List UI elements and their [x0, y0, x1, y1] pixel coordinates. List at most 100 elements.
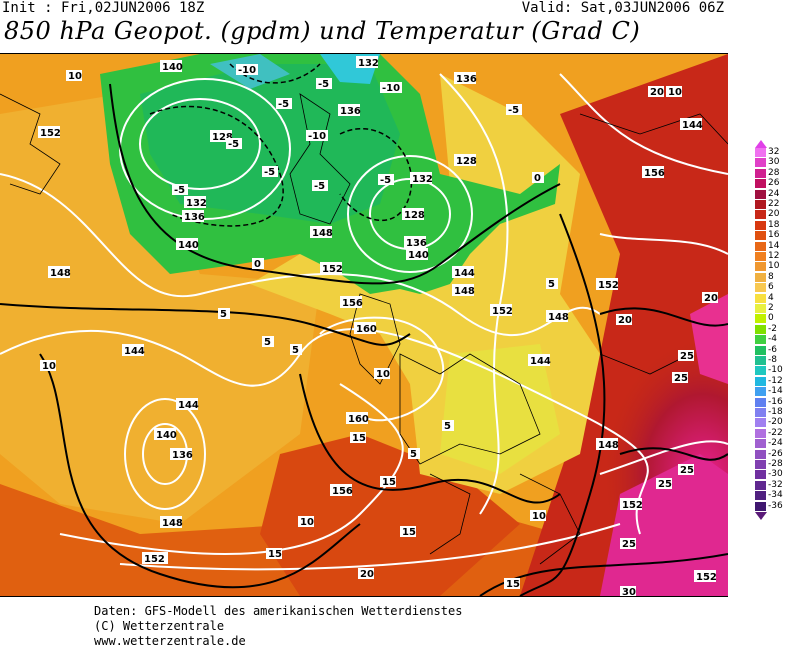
- geopotential-label: 148: [452, 284, 475, 297]
- scale-label: 8: [768, 271, 774, 282]
- scale-label: -32: [768, 479, 783, 490]
- temperature-label: -5: [172, 184, 188, 196]
- temperature-contours: [0, 83, 728, 596]
- temperature-label: 15: [266, 548, 282, 560]
- scale-swatch: [755, 491, 766, 501]
- scale-swatch: [755, 283, 766, 293]
- svg-text:144: 144: [682, 120, 703, 131]
- geopotential-label: 132: [356, 56, 379, 69]
- svg-text:5: 5: [220, 309, 227, 320]
- svg-text:5: 5: [444, 421, 451, 432]
- scale-swatch: [755, 449, 766, 459]
- scale-swatch: [755, 356, 766, 365]
- temperature-label: -5: [316, 78, 332, 90]
- scale-label: 32: [768, 147, 780, 157]
- geopotential-label: 132: [184, 196, 207, 209]
- scale-label: 6: [768, 282, 774, 293]
- svg-text:148: 148: [162, 518, 183, 529]
- scale-swatch: [755, 345, 766, 355]
- geopotential-label: 156: [330, 484, 353, 497]
- temperature-label: -10: [236, 64, 258, 76]
- scale-swatch: [755, 428, 766, 438]
- website-link[interactable]: www.wetterzentrale.de: [94, 634, 246, 648]
- geopotential-label: 144: [680, 118, 703, 131]
- temperature-label: -10: [306, 130, 328, 142]
- geopotential-label: 156: [642, 166, 665, 179]
- scale-label: 20: [768, 209, 780, 220]
- svg-text:25: 25: [680, 465, 694, 476]
- scale-swatch: [755, 231, 766, 241]
- geopotential-label: 152: [694, 570, 717, 583]
- temperature-field-cold-core: [140, 64, 400, 224]
- scale-swatch: [755, 397, 766, 407]
- scale-swatch: [755, 241, 766, 251]
- copyright-text: (C) Wetterzentrale: [94, 619, 225, 633]
- temperature-label: 15: [504, 578, 520, 590]
- geopotential-label: 140: [160, 60, 183, 73]
- svg-text:132: 132: [358, 58, 379, 69]
- temperature-field-southeast-magenta: [600, 454, 728, 596]
- temperature-label: 15: [380, 476, 396, 488]
- temperature-label: 25: [656, 478, 672, 490]
- scale-label: -4: [768, 334, 777, 345]
- geopotential-label: 152: [142, 552, 168, 565]
- temperature-label: 10: [374, 368, 390, 380]
- geopotential-label: 160: [354, 322, 377, 335]
- temperature-field-central-core: [440, 344, 560, 474]
- scale-label: -36: [768, 500, 783, 511]
- svg-text:10: 10: [300, 517, 314, 528]
- geopotential-label: 128: [454, 154, 477, 167]
- svg-text:-10: -10: [308, 131, 326, 142]
- init-time: Init : Fri,02JUN2006 18Z: [2, 0, 205, 16]
- geopotential-label: 152: [38, 126, 61, 139]
- svg-text:152: 152: [40, 128, 61, 139]
- svg-text:15: 15: [402, 527, 416, 538]
- temperature-labels: 10 -10 -5 -5 -5 -10 -10 -5 -5 -5 -5 0 -5…: [40, 64, 718, 596]
- scale-label: -16: [768, 396, 783, 407]
- scale-swatch: [755, 501, 766, 511]
- temperature-color-scale: 32 30 28 26 24 22 20 18 16 14 12 10 8 6 4 2 0 -2 -4 -6 -8 -10…: [740, 140, 790, 520]
- scale-swatch: [755, 158, 766, 168]
- svg-text:0: 0: [534, 173, 541, 184]
- svg-text:10: 10: [668, 87, 682, 98]
- svg-text:25: 25: [680, 351, 694, 362]
- svg-text:128: 128: [456, 156, 477, 167]
- scale-swatch: [755, 480, 766, 490]
- geopotential-label: 136: [170, 448, 193, 461]
- temperature-label: -5: [262, 166, 278, 178]
- temperature-label: 25: [620, 538, 636, 550]
- scale-swatch: [755, 189, 766, 199]
- scale-swatch: [755, 376, 766, 386]
- svg-text:160: 160: [356, 324, 377, 335]
- temperature-label: 5: [218, 308, 230, 320]
- temperature-label: 10: [666, 86, 682, 98]
- scale-label: -24: [768, 438, 783, 449]
- temperature-label: 30: [620, 586, 636, 596]
- svg-text:136: 136: [172, 450, 193, 461]
- geopotential-label: 148: [310, 226, 333, 239]
- scale-label: 12: [768, 251, 780, 261]
- scale-label: -6: [768, 344, 777, 355]
- temperature-label: -5: [276, 98, 292, 110]
- scale-label: -8: [768, 355, 777, 365]
- geopotential-label: 144: [122, 344, 145, 357]
- footer-credits: Daten: GFS-Modell des amerikanischen Wet…: [94, 604, 462, 649]
- svg-text:128: 128: [404, 210, 425, 221]
- scale-swatch: [755, 408, 766, 417]
- geopotential-label: 144: [176, 398, 199, 411]
- svg-text:15: 15: [506, 579, 520, 590]
- scale-label: -20: [768, 417, 783, 428]
- scale-label: -34: [768, 490, 783, 501]
- scale-swatch: [755, 262, 766, 272]
- temperature-label: 20: [702, 292, 718, 304]
- scale-swatch: [755, 272, 766, 282]
- svg-text:156: 156: [644, 168, 665, 179]
- weather-map: 140 132 136 152 128 132 136 140 148 144 …: [0, 53, 728, 597]
- geopotential-label: 148: [546, 310, 569, 323]
- svg-text:132: 132: [186, 198, 207, 209]
- chart-title: 850 hPa Geopot. (gpdm) und Temperatur (G…: [4, 17, 641, 45]
- scale-swatch: [755, 179, 766, 189]
- temperature-label: 5: [546, 278, 558, 290]
- data-source-text: Daten: GFS-Modell des amerikanischen Wet…: [94, 604, 463, 618]
- temperature-label: 5: [262, 336, 274, 348]
